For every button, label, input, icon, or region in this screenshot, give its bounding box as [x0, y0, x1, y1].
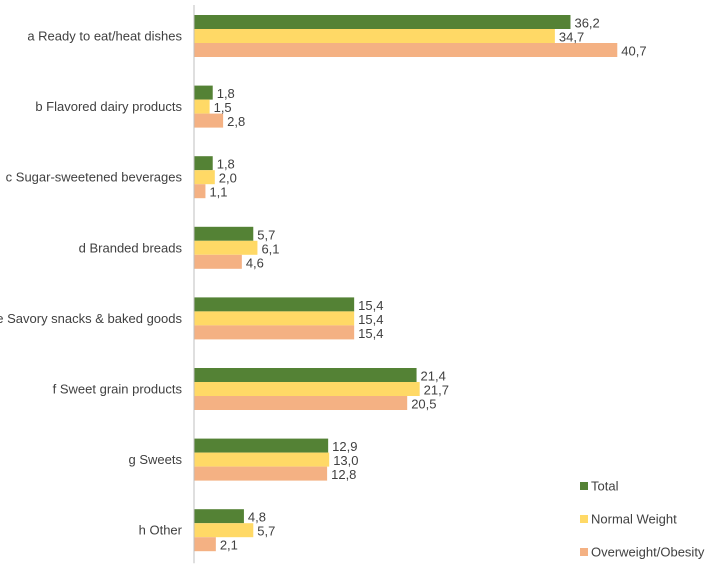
data-label: 13,0 [333, 453, 358, 468]
legend-label: Overweight/Obesity [591, 545, 705, 560]
bar [194, 99, 210, 114]
bar [194, 85, 213, 100]
category-labels-layer: a Ready to eat/heat dishes b Flavored dai… [0, 29, 183, 538]
bar [194, 43, 618, 57]
data-label: 1,1 [209, 185, 227, 200]
bar [194, 29, 555, 43]
legend-swatch [580, 515, 588, 523]
data-label: 2,1 [220, 538, 238, 553]
bar [194, 184, 206, 199]
bar [194, 297, 355, 312]
data-label: 15,4 [358, 312, 383, 327]
data-label: 6,1 [261, 241, 279, 256]
category-label: g Sweets [129, 452, 183, 467]
bar [194, 170, 215, 185]
legend-swatch [580, 482, 588, 490]
category-label: f Sweet grain products [53, 382, 183, 397]
bar [194, 254, 242, 269]
bar [194, 466, 328, 481]
bar [194, 113, 224, 128]
data-label: 40,7 [621, 44, 646, 59]
data-label: 15,4 [358, 326, 383, 341]
data-label: 2,0 [219, 171, 237, 186]
category-label: a Ready to eat/heat dishes [27, 29, 182, 44]
category-label: c Sugar-sweetened beverages [6, 170, 183, 185]
data-label: 1,8 [217, 86, 235, 101]
data-label: 2,8 [227, 114, 245, 129]
bar [194, 452, 330, 467]
data-label: 12,8 [331, 467, 356, 482]
bars-layer [194, 15, 618, 552]
data-label: 1,5 [214, 100, 232, 115]
data-label: 4,6 [246, 255, 264, 270]
data-label: 12,9 [332, 439, 357, 454]
data-label: 5,7 [257, 524, 275, 539]
data-label: 21,7 [424, 383, 449, 398]
data-label: 21,4 [421, 369, 446, 384]
bar [194, 325, 355, 340]
legend-swatch [580, 548, 588, 556]
data-label: 4,8 [248, 510, 266, 525]
bar [194, 15, 571, 29]
legend-label: Normal Weight [591, 512, 677, 527]
bar [194, 240, 258, 255]
data-label: 5,7 [257, 227, 275, 242]
bar [194, 396, 408, 410]
bar [194, 537, 216, 552]
category-label: e Savory snacks & baked goods [0, 311, 182, 326]
data-label: 36,2 [574, 16, 599, 31]
data-label: 20,5 [411, 397, 436, 412]
bar [194, 523, 254, 538]
bar [194, 311, 355, 326]
bar [194, 226, 254, 241]
data-labels-layer: 36,234,740,71,81,52,81,82,01,15,76,14,61… [209, 16, 646, 553]
data-label: 34,7 [559, 30, 584, 45]
bar [194, 368, 417, 382]
data-label: 15,4 [358, 298, 383, 313]
data-label: 1,8 [217, 157, 235, 172]
category-label: h Other [139, 523, 183, 538]
category-label: b Flavored dairy products [35, 99, 182, 114]
bar [194, 509, 244, 524]
legend: Total Normal Weight Overweight/Obesity [580, 479, 705, 560]
bar [194, 438, 329, 453]
category-label: d Branded breads [79, 240, 183, 255]
bar [194, 156, 213, 171]
legend-label: Total [591, 479, 619, 494]
bar [194, 382, 420, 396]
